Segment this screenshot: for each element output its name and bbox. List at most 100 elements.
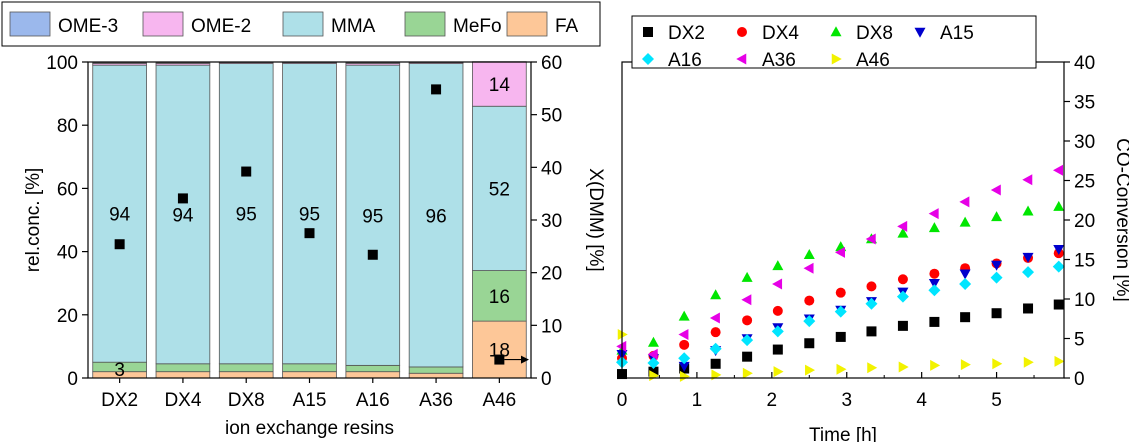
x-dmm-point-dx2 bbox=[114, 239, 125, 250]
x-dmm-points bbox=[114, 84, 529, 365]
left-x-axis-label: ion exchange resins bbox=[225, 418, 394, 439]
point-a46 bbox=[992, 358, 1003, 370]
bar-mma-a46 bbox=[472, 105, 527, 271]
x-tick-label: 4 bbox=[916, 390, 927, 411]
point-dx2 bbox=[897, 320, 908, 331]
category-label: A46 bbox=[482, 390, 516, 411]
y-tick-label: 15 bbox=[1074, 251, 1095, 272]
legend-swatch-fa bbox=[506, 11, 548, 37]
legend-marker-a16 bbox=[642, 53, 654, 65]
left-legend: OME-3 OME-2 MMA MeFo FA bbox=[1, 1, 601, 47]
legend-marker-dx8 bbox=[830, 26, 842, 37]
bar-fa-a16 bbox=[345, 371, 401, 379]
point-dx4 bbox=[804, 295, 815, 306]
point-a36 bbox=[835, 246, 846, 258]
bar-label: 95 bbox=[236, 205, 257, 226]
bar-fa-dx8 bbox=[218, 371, 274, 379]
y2-tick-label: 10 bbox=[541, 316, 562, 337]
legend-label-mefo: MeFo bbox=[453, 16, 502, 37]
bar-mefo-a15 bbox=[282, 363, 337, 373]
right-y-axis-label: CO-Conversion [%] bbox=[1112, 138, 1129, 302]
point-dx4 bbox=[866, 281, 877, 292]
bar-label: 95 bbox=[362, 206, 383, 227]
point-a46 bbox=[773, 366, 784, 378]
arrow-head bbox=[521, 355, 529, 364]
category-label: DX2 bbox=[101, 390, 138, 411]
point-dx8 bbox=[803, 249, 815, 260]
legend-marker-dx2 bbox=[643, 27, 653, 37]
point-dx8 bbox=[928, 222, 940, 233]
legend-marker-a36 bbox=[736, 53, 747, 65]
point-a16 bbox=[834, 305, 847, 318]
left-y2-axis-label: X(DMM) [%] bbox=[585, 168, 606, 271]
point-a15 bbox=[959, 269, 971, 280]
y2-tick-label: 60 bbox=[541, 53, 562, 74]
stacked-bars bbox=[92, 61, 527, 379]
point-a46 bbox=[867, 362, 878, 374]
point-a16 bbox=[865, 297, 878, 310]
point-dx8 bbox=[710, 289, 722, 300]
bar-labels: 18 3 16 94 94 95 95 95 96 52 14 bbox=[109, 75, 510, 381]
point-a15 bbox=[928, 278, 940, 289]
point-a46 bbox=[1023, 356, 1034, 368]
y-tick-label: 40 bbox=[57, 243, 78, 264]
x-tick-label: 1 bbox=[692, 390, 703, 411]
bar-mma-dx8 bbox=[218, 63, 274, 365]
category-label: DX8 bbox=[228, 390, 265, 411]
point-a36 bbox=[897, 220, 908, 232]
point-a46 bbox=[898, 361, 909, 373]
point-dx8 bbox=[897, 227, 909, 238]
point-a36 bbox=[865, 233, 876, 245]
y2-tick-label: 20 bbox=[541, 264, 562, 285]
category-label: A15 bbox=[293, 390, 327, 411]
point-a15 bbox=[678, 361, 690, 372]
legend-label-a16: A16 bbox=[668, 50, 702, 71]
category-label: A36 bbox=[419, 390, 453, 411]
bar-label: 94 bbox=[172, 205, 194, 226]
bar-label: 18 bbox=[489, 341, 510, 362]
point-a15 bbox=[1022, 252, 1034, 263]
point-a36 bbox=[928, 208, 939, 220]
point-a16 bbox=[678, 352, 691, 365]
point-a36 bbox=[1053, 164, 1064, 176]
point-a46 bbox=[960, 359, 971, 371]
point-dx8 bbox=[1022, 205, 1034, 216]
y2-tick-label: 40 bbox=[541, 158, 562, 179]
point-dx4 bbox=[742, 315, 753, 326]
point-a36 bbox=[647, 348, 658, 360]
y-tick-label: 35 bbox=[1074, 93, 1095, 114]
point-a46 bbox=[679, 370, 690, 382]
bar-mma-dx2 bbox=[92, 64, 147, 363]
legend-marker-a46 bbox=[831, 53, 842, 65]
legend-label-a46: A46 bbox=[856, 50, 890, 71]
point-a46 bbox=[930, 359, 941, 371]
legend-label-dx8: DX8 bbox=[856, 23, 893, 44]
point-a36 bbox=[772, 278, 783, 290]
point-dx2 bbox=[929, 316, 940, 327]
point-dx2 bbox=[1023, 303, 1034, 314]
y2-tick-label: 0 bbox=[541, 369, 552, 390]
point-a46 bbox=[1054, 355, 1065, 367]
x-dmm-point-dx8 bbox=[241, 166, 252, 177]
y-tick-label: 20 bbox=[57, 306, 78, 327]
legend-marker-dx4 bbox=[737, 27, 747, 37]
bar-mma-a15 bbox=[282, 63, 337, 365]
point-a36 bbox=[1022, 174, 1033, 186]
point-dx8 bbox=[772, 260, 784, 271]
y-tick-label: 30 bbox=[1074, 132, 1095, 153]
bar-label: 96 bbox=[426, 206, 447, 227]
legend-label-a36: A36 bbox=[762, 50, 796, 71]
point-a16 bbox=[1022, 266, 1035, 279]
bar-label: 16 bbox=[489, 287, 510, 308]
point-a46 bbox=[742, 367, 753, 379]
y-tick-label: 25 bbox=[1074, 172, 1095, 193]
point-dx8 bbox=[741, 271, 753, 282]
point-dx8 bbox=[959, 216, 971, 227]
point-dx8 bbox=[647, 336, 659, 347]
point-dx2 bbox=[742, 351, 753, 362]
point-dx2 bbox=[804, 338, 815, 349]
point-a16 bbox=[647, 356, 660, 369]
point-a46 bbox=[711, 369, 722, 381]
